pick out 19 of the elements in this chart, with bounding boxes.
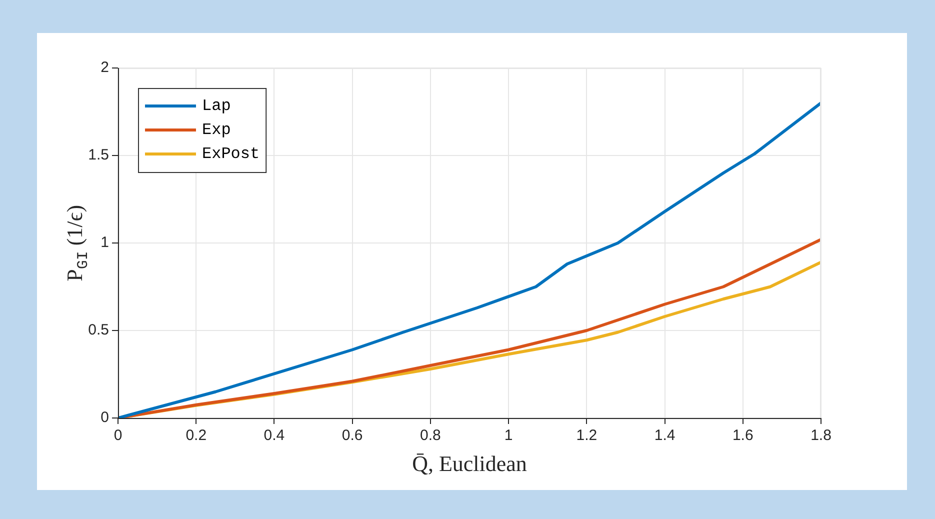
y-tick-label: 2 — [100, 59, 109, 76]
y-tick-label: 0.5 — [88, 322, 109, 339]
x-tick-label: 0.4 — [264, 427, 285, 444]
x-tick-label: 0.6 — [342, 427, 363, 444]
x-tick-label: 1.2 — [576, 427, 598, 444]
x-tick-label: 1.4 — [654, 427, 676, 444]
x-tick-label: 0.8 — [420, 427, 441, 444]
y-tick-label: 1.5 — [88, 146, 109, 164]
y-tick-label: 1 — [100, 234, 109, 252]
y-tick-label: 0 — [100, 409, 109, 426]
legend-label: Exp — [202, 121, 231, 140]
x-tick-label: 1 — [504, 427, 513, 444]
x-axis-title: Q̄, Euclidean — [411, 451, 528, 477]
legend-label: Lap — [202, 97, 231, 116]
x-tick-label: 0 — [114, 427, 122, 444]
x-tick-label: 0.2 — [186, 427, 207, 444]
x-tick-label: 1.8 — [810, 427, 832, 444]
x-tick-label: 1.6 — [732, 427, 754, 444]
legend-label: ExPost — [202, 145, 260, 164]
